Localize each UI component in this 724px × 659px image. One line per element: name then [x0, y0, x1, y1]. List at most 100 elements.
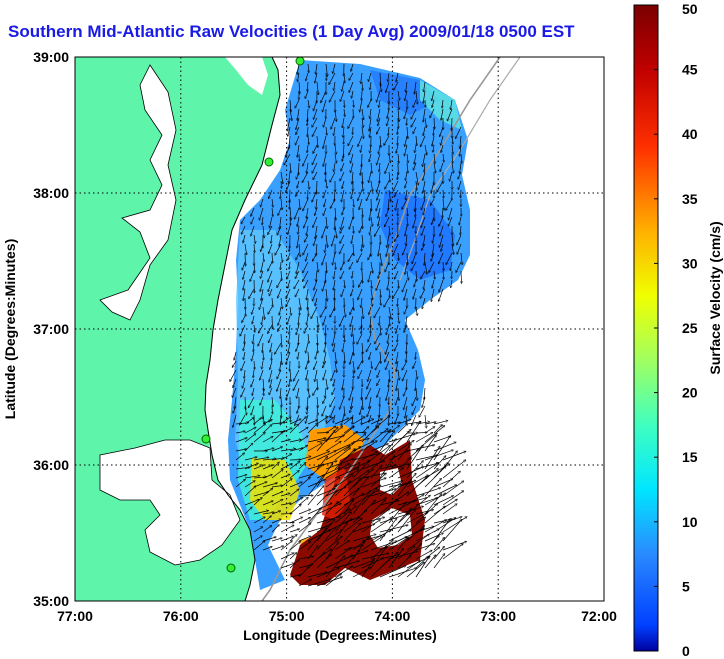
- velocity-vector: [423, 234, 426, 246]
- velocity-vector: [344, 333, 345, 342]
- velocity-vector: [351, 396, 354, 409]
- velocity-vector: [371, 324, 372, 333]
- velocity-vector: [290, 99, 291, 112]
- velocity-vector: [307, 405, 308, 414]
- velocity-vector: [298, 72, 300, 81]
- velocity-vector: [243, 288, 246, 301]
- velocity-vector: [275, 342, 282, 354]
- velocity-vector: [397, 508, 411, 524]
- velocity-vector: [279, 234, 282, 246]
- velocity-vector: [396, 396, 399, 405]
- velocity-vector: [254, 243, 255, 253]
- velocity-vector: [263, 252, 264, 261]
- velocity-vector: [269, 387, 273, 395]
- velocity-vector: [304, 216, 309, 228]
- velocity-vector: [441, 135, 444, 145]
- velocity-vector: [307, 81, 308, 91]
- velocity-vector: [398, 153, 399, 163]
- velocity-vector: [295, 270, 300, 278]
- velocity-vector: [316, 436, 344, 443]
- velocity-vector: [298, 456, 311, 461]
- velocity-vector: [312, 288, 318, 301]
- velocity-vector: [370, 419, 382, 425]
- velocity-vector: [323, 135, 327, 148]
- velocity-vector: [279, 306, 282, 315]
- velocity-vector: [334, 426, 342, 434]
- velocity-vector: [386, 360, 390, 370]
- velocity-vector: [348, 117, 354, 128]
- velocity-vector: [424, 414, 426, 428]
- velocity-vector: [341, 162, 345, 171]
- velocity-vector: [377, 387, 381, 397]
- velocity-vector: [252, 387, 255, 395]
- velocity-vector: [389, 225, 390, 235]
- velocity-vector: [393, 243, 399, 255]
- velocity-vector: [334, 351, 337, 363]
- velocity-vector: [406, 449, 419, 461]
- velocity-vector: [432, 99, 435, 107]
- velocity-vector: [405, 171, 408, 180]
- x-tick-label: 74:00: [374, 608, 410, 624]
- velocity-vector: [262, 516, 271, 524]
- velocity-vector: [277, 369, 282, 379]
- velocity-vector: [375, 360, 381, 370]
- velocity-vector: [341, 216, 345, 229]
- velocity-vector: [441, 243, 444, 251]
- velocity-vector: [271, 462, 279, 470]
- velocity-vector: [317, 405, 318, 415]
- velocity-vector: [334, 225, 337, 238]
- velocity-vector: [374, 306, 381, 318]
- velocity-vector: [406, 234, 407, 245]
- velocity-vector: [397, 90, 400, 100]
- velocity-vector: [253, 527, 263, 533]
- velocity-vector: [388, 198, 389, 210]
- velocity-vector: [298, 297, 301, 310]
- velocity-vector: [332, 234, 336, 246]
- velocity-vector: [307, 486, 324, 506]
- velocity-vector: [334, 418, 349, 425]
- velocity-vector: [324, 342, 327, 352]
- velocity-vector: [275, 243, 282, 255]
- velocity-vector: [307, 443, 322, 452]
- velocity-vector: [358, 288, 363, 300]
- velocity-vector: [323, 360, 327, 368]
- velocity-vector: [389, 315, 390, 326]
- velocity-vector: [262, 475, 272, 479]
- velocity-vector: [424, 533, 443, 542]
- velocity-vector: [307, 126, 308, 137]
- velocity-vector: [393, 288, 399, 299]
- velocity-vector: [290, 162, 291, 172]
- x-tick-label: 77:00: [57, 608, 93, 624]
- velocity-vector: [362, 90, 363, 100]
- velocity-vector: [233, 378, 237, 388]
- velocity-vector: [262, 459, 276, 461]
- velocity-vector: [307, 526, 327, 533]
- velocity-vector: [342, 180, 345, 189]
- velocity-vector: [352, 324, 354, 336]
- velocity-vector: [414, 153, 417, 164]
- velocity-vector: [289, 324, 290, 334]
- velocity-vector: [369, 396, 372, 408]
- coastline: [204, 57, 281, 601]
- velocity-vector: [334, 162, 335, 171]
- velocity-vector: [316, 504, 341, 515]
- velocity-vector: [252, 306, 255, 314]
- velocity-vector: [415, 488, 440, 497]
- velocity-vector: [268, 261, 273, 271]
- velocity-vector: [377, 108, 381, 121]
- velocity-vector: [416, 306, 417, 315]
- velocity-vector: [362, 396, 363, 410]
- velocity-vector: [253, 498, 262, 506]
- velocity-vector: [404, 108, 408, 119]
- velocity-vector: [241, 360, 246, 370]
- velocity-vector: [261, 243, 264, 251]
- velocity-vector: [388, 468, 403, 479]
- velocity-vector: [288, 225, 291, 234]
- velocity-vector: [366, 387, 372, 399]
- velocity-vector: [386, 81, 390, 92]
- velocity-vector: [351, 153, 354, 163]
- velocity-vector: [263, 414, 264, 423]
- velocity-vector: [352, 477, 368, 497]
- velocity-vector: [325, 426, 336, 434]
- velocity-vector: [316, 485, 337, 506]
